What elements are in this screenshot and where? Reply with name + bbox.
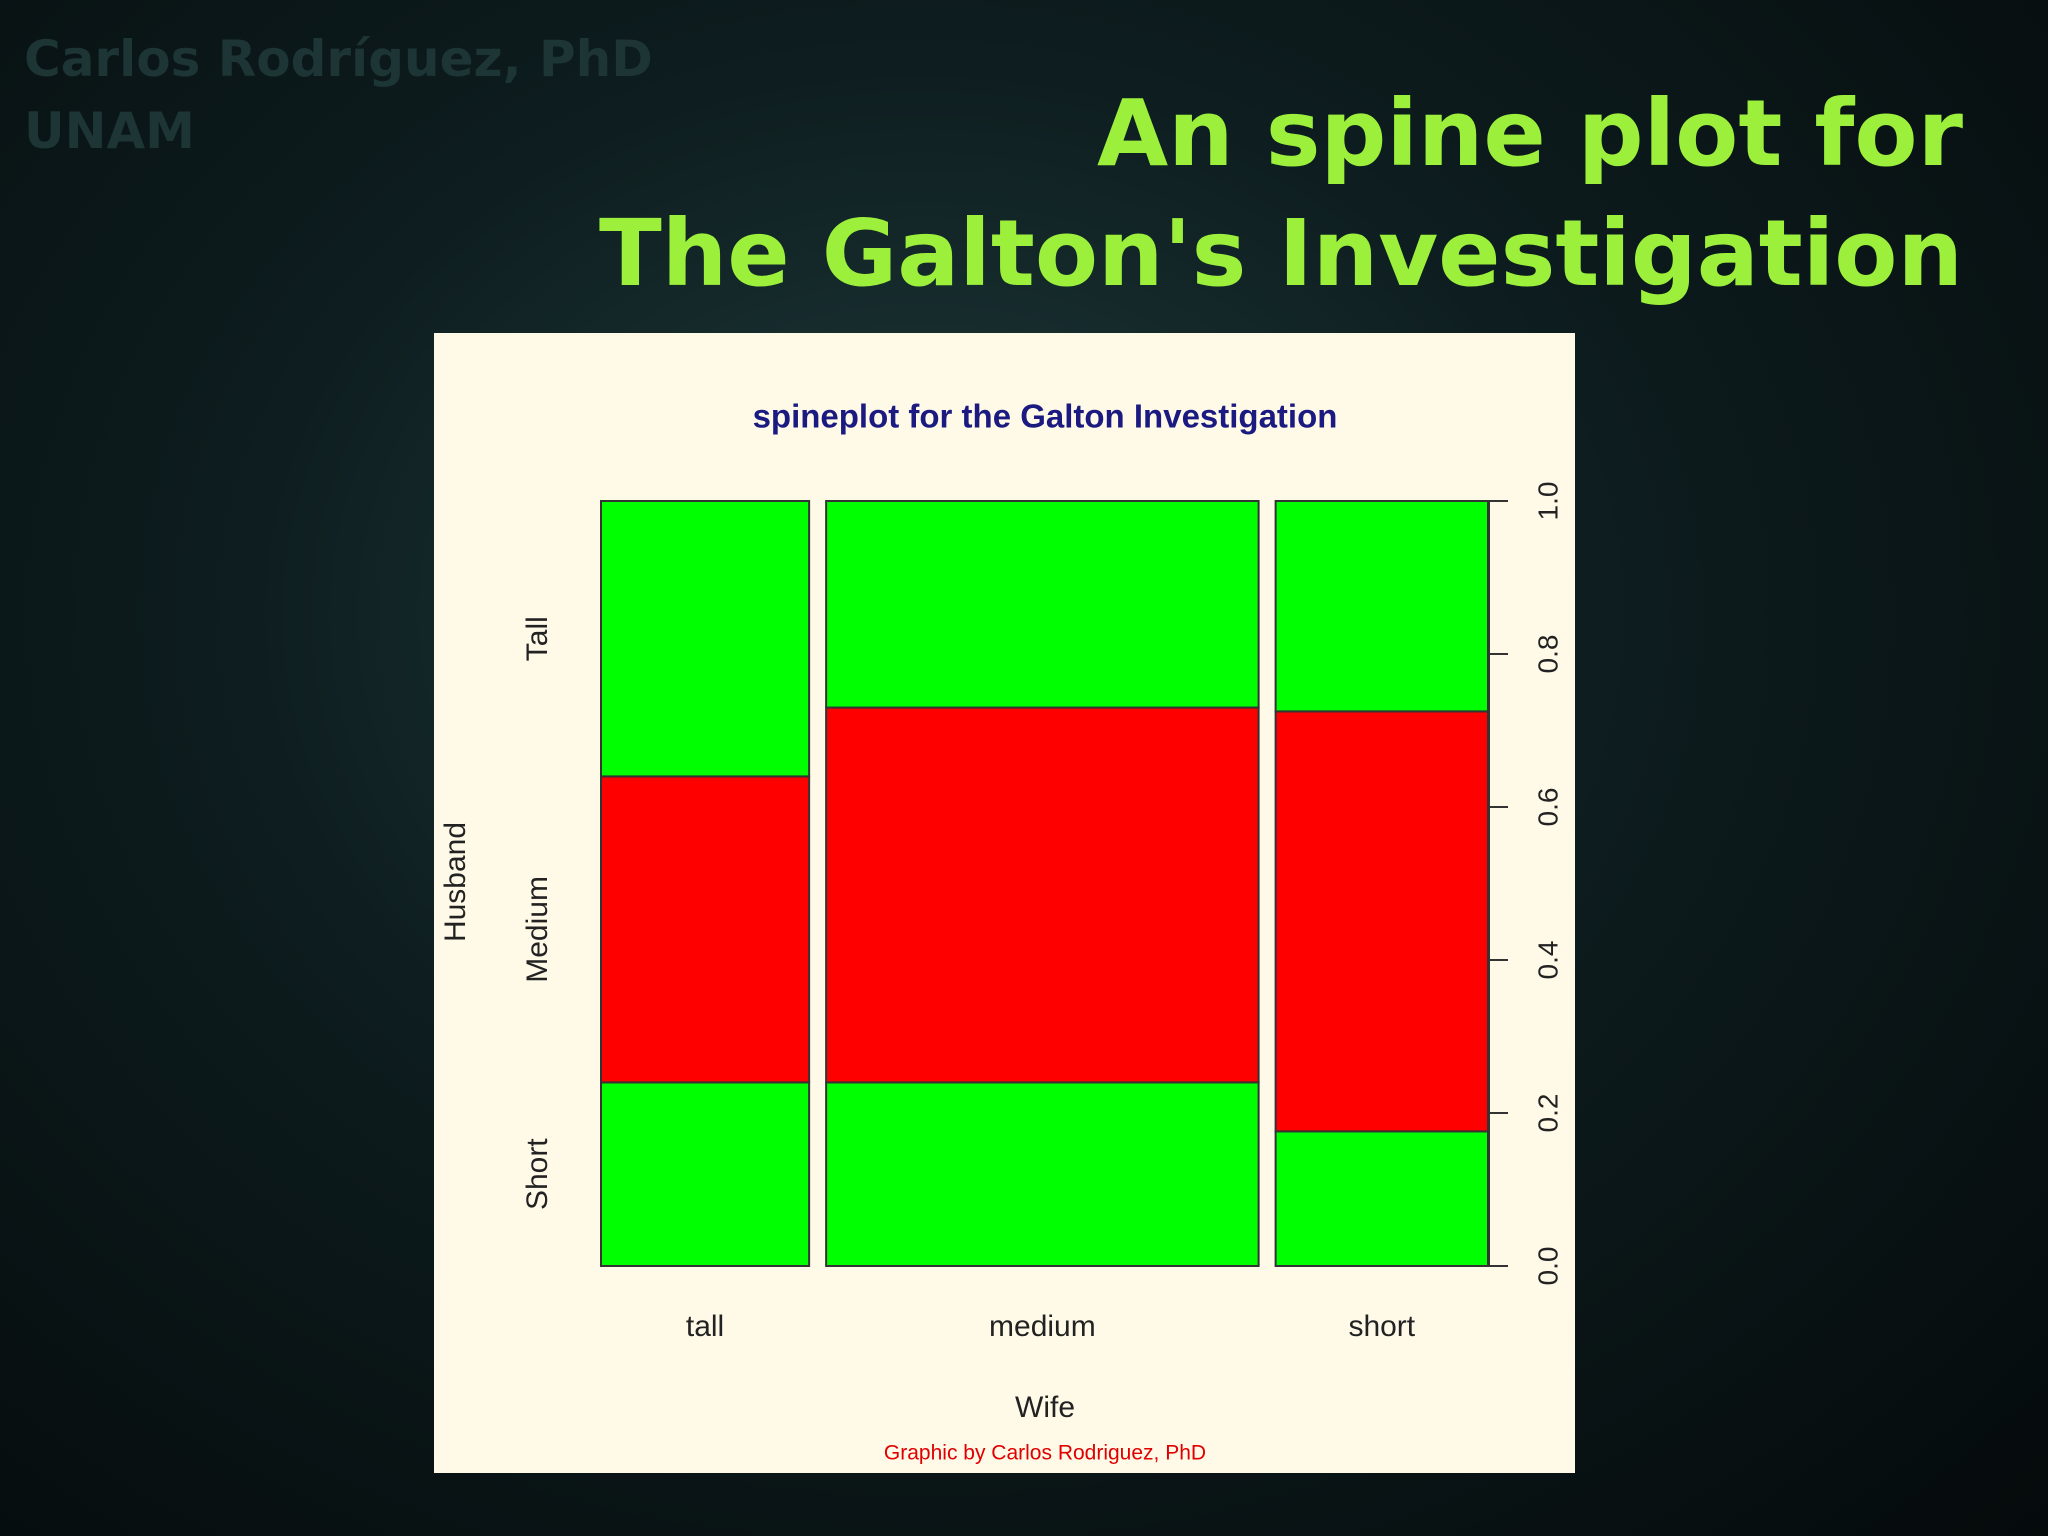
y-tick-label: 0.2 — [1532, 1094, 1563, 1133]
series-label: Medium — [521, 876, 554, 983]
slide-title: The Galton's Investigation — [599, 200, 1963, 307]
series-label: Short — [521, 1138, 554, 1210]
caption: Graphic by Carlos Rodriguez, PhD — [884, 1442, 1206, 1465]
x-axis-label: Wife — [1015, 1391, 1075, 1424]
spine-segment — [600, 775, 811, 1084]
spine-segment — [1274, 500, 1490, 713]
y-tick-label: 1.0 — [1532, 482, 1563, 521]
slide-title: An spine plot for — [1096, 80, 1963, 187]
author: Carlos Rodríguez, PhD — [24, 30, 653, 88]
x-tick-label: tall — [686, 1310, 724, 1343]
series-label: Tall — [521, 616, 554, 661]
spine-segment — [1274, 710, 1490, 1133]
spine-segment — [825, 500, 1260, 709]
y-tick-label: 0.8 — [1532, 635, 1563, 674]
x-tick-label: short — [1348, 1310, 1415, 1343]
spine-segment — [825, 1081, 1260, 1268]
x-tick-label: medium — [989, 1310, 1096, 1343]
y-tick-label: 0.4 — [1532, 941, 1563, 980]
spine-segment — [825, 706, 1260, 1084]
y-axis-label: Husband — [439, 822, 472, 942]
spine-segment — [600, 500, 811, 778]
spine-segment — [1274, 1130, 1490, 1267]
y-tick-label: 0.0 — [1532, 1247, 1563, 1286]
chart-title: spineplot for the Galton Investigation — [753, 398, 1338, 435]
y-tick-label: 0.6 — [1532, 788, 1563, 827]
affiliation: UNAM — [24, 102, 195, 160]
spine-segment — [600, 1081, 811, 1268]
